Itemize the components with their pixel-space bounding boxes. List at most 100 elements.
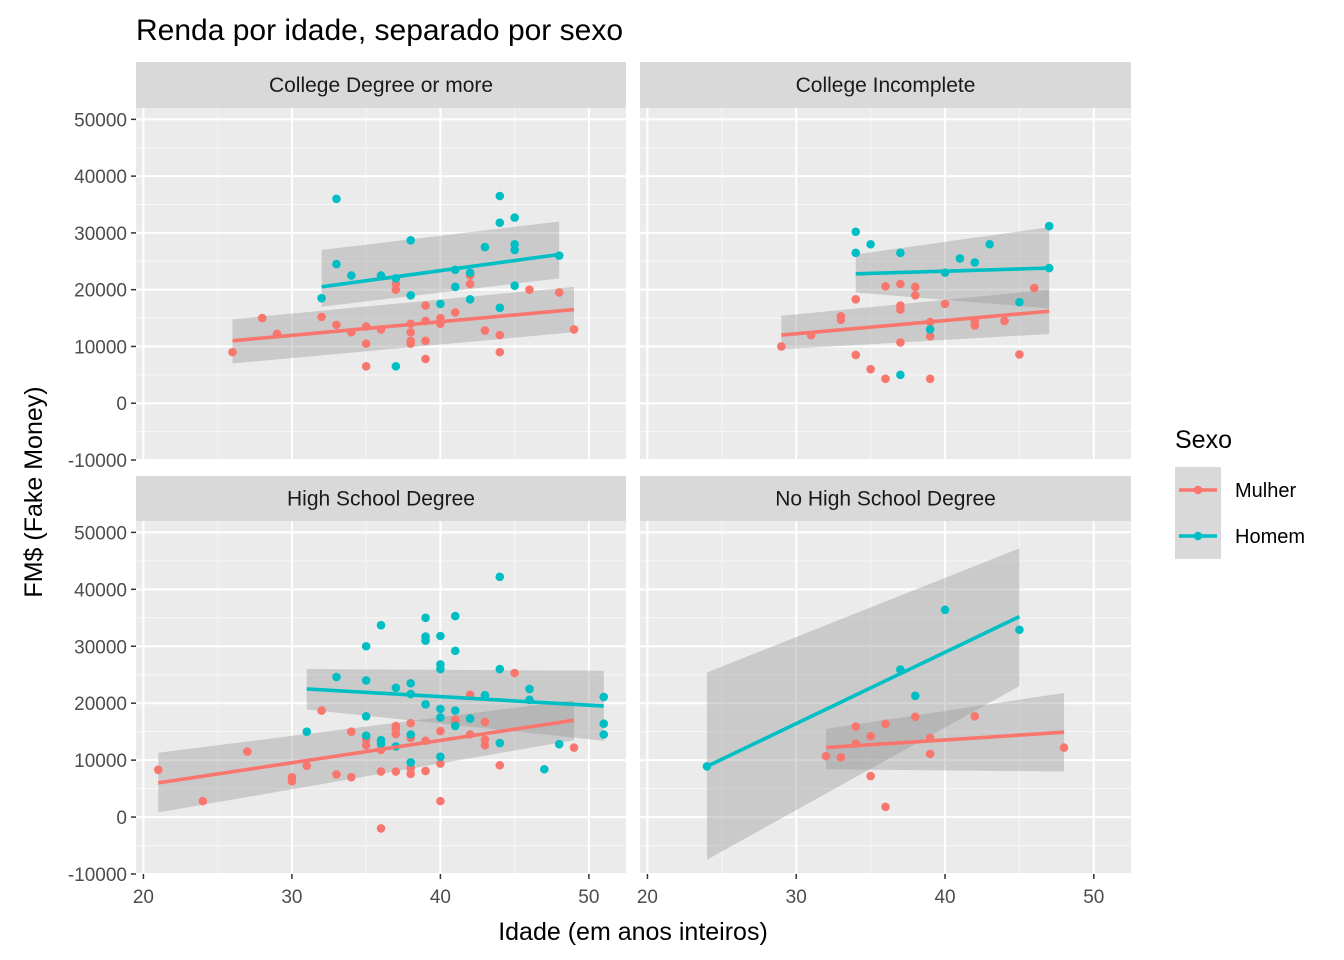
fit-line-homem [321, 252, 560, 289]
data-point-mulher [569, 325, 579, 334]
data-point-mulher [243, 747, 252, 756]
data-point-homem [391, 362, 401, 371]
data-point-mulher [421, 766, 430, 776]
x-tick-label: 50 [578, 887, 599, 908]
data-point-mulher [525, 285, 534, 294]
data-point-mulher [436, 796, 445, 806]
data-point-homem [970, 258, 980, 267]
data-point-mulher [866, 771, 875, 781]
data-point-homem [851, 248, 861, 258]
data-point-homem [450, 282, 460, 292]
data-point-homem [955, 254, 965, 263]
data-point-mulher [287, 776, 297, 786]
data-point-homem [1044, 221, 1054, 231]
data-point-mulher [851, 722, 861, 731]
x-tick-label: 50 [1083, 887, 1104, 908]
data-point-homem [421, 700, 430, 709]
data-point-mulher [970, 321, 980, 330]
data-point-homem [436, 713, 445, 722]
data-point-mulher [925, 374, 935, 384]
data-point-homem [450, 646, 460, 656]
panel-college-degree-or-more: College Degree or more [136, 62, 626, 461]
data-point-mulher [940, 299, 950, 309]
data-point-homem [599, 730, 609, 739]
data-point-mulher [1000, 316, 1009, 326]
y-tick-label: 40000 [74, 167, 127, 188]
data-point-mulher [569, 743, 579, 752]
data-point-mulher [436, 726, 445, 736]
panel-college-incomplete: College Incomplete [640, 62, 1131, 461]
x-tick-label: 40 [934, 887, 955, 908]
data-point-homem [376, 620, 386, 630]
data-point-mulher [896, 305, 905, 314]
data-point-homem [436, 631, 445, 641]
data-point-mulher [910, 712, 920, 722]
panel-no-high-school-degree: No High School Degree [640, 476, 1131, 875]
data-point-homem [896, 248, 905, 258]
axes: -10000 0 10000 20000 30000 40000 50000 -10000 0 1… [68, 110, 1105, 908]
data-point-mulher [881, 719, 890, 728]
strip-college-incomplete [640, 62, 1131, 108]
facet-panels: College Degree or more College Incomplete… [136, 62, 1131, 875]
data-point-mulher [881, 802, 890, 812]
strip-high-school-degree [136, 476, 626, 521]
y-tick-label: 40000 [74, 580, 127, 601]
data-point-homem [495, 738, 505, 748]
y-tick-label: 50000 [74, 523, 127, 544]
strip-label: High School Degree [287, 488, 475, 511]
data-point-homem [361, 641, 371, 651]
confidence-band-mulher [825, 692, 1065, 772]
data-point-mulher [970, 711, 980, 721]
data-point-homem [495, 303, 505, 313]
data-point-mulher [376, 767, 386, 776]
data-point-homem [495, 664, 505, 674]
data-point-homem [599, 692, 609, 702]
data-point-homem [361, 731, 371, 740]
data-point-mulher [391, 729, 401, 739]
data-point-homem [896, 370, 905, 380]
data-point-mulher [361, 741, 371, 750]
data-point-mulher [925, 749, 935, 759]
data-point-homem [317, 293, 326, 303]
data-point-homem [361, 676, 371, 685]
data-point-homem [450, 721, 460, 731]
confidence-band-mulher [781, 289, 1050, 350]
data-point-homem [510, 281, 519, 291]
data-point-mulher [153, 765, 163, 775]
confidence-band-homem [321, 221, 560, 307]
data-point-homem [421, 636, 430, 645]
fit-line-homem [706, 615, 1021, 769]
data-point-homem [406, 730, 415, 739]
data-point-homem [851, 227, 861, 237]
fit-line-homem [306, 687, 604, 708]
strip-no-high-school-degree [640, 476, 1131, 521]
y-tick-label: -10000 [68, 865, 127, 886]
data-point-mulher [1059, 743, 1069, 752]
data-point-mulher [391, 767, 401, 776]
data-point-mulher [554, 288, 564, 297]
data-point-mulher [495, 347, 505, 357]
data-point-mulher [881, 281, 890, 291]
data-point-homem [406, 678, 415, 688]
data-point-homem [361, 711, 371, 721]
data-point-mulher [361, 362, 371, 371]
data-point-mulher [465, 279, 475, 289]
data-point-mulher [1015, 350, 1024, 359]
data-point-homem [465, 295, 475, 304]
data-point-mulher [332, 770, 341, 779]
data-point-mulher [851, 295, 861, 304]
data-point-homem [480, 242, 490, 252]
data-point-homem [332, 259, 341, 269]
data-point-homem [332, 194, 341, 204]
data-point-homem [406, 758, 415, 767]
data-point-homem [332, 672, 341, 682]
data-point-homem [940, 605, 950, 615]
legend-title: Sexo [1175, 426, 1232, 454]
data-point-mulher [347, 727, 356, 736]
data-point-mulher [450, 715, 460, 725]
data-point-homem [436, 752, 445, 762]
data-point-homem [406, 235, 415, 245]
chart-title: Renda por idade, separado por sexo [136, 14, 623, 47]
data-point-mulher [302, 761, 312, 771]
